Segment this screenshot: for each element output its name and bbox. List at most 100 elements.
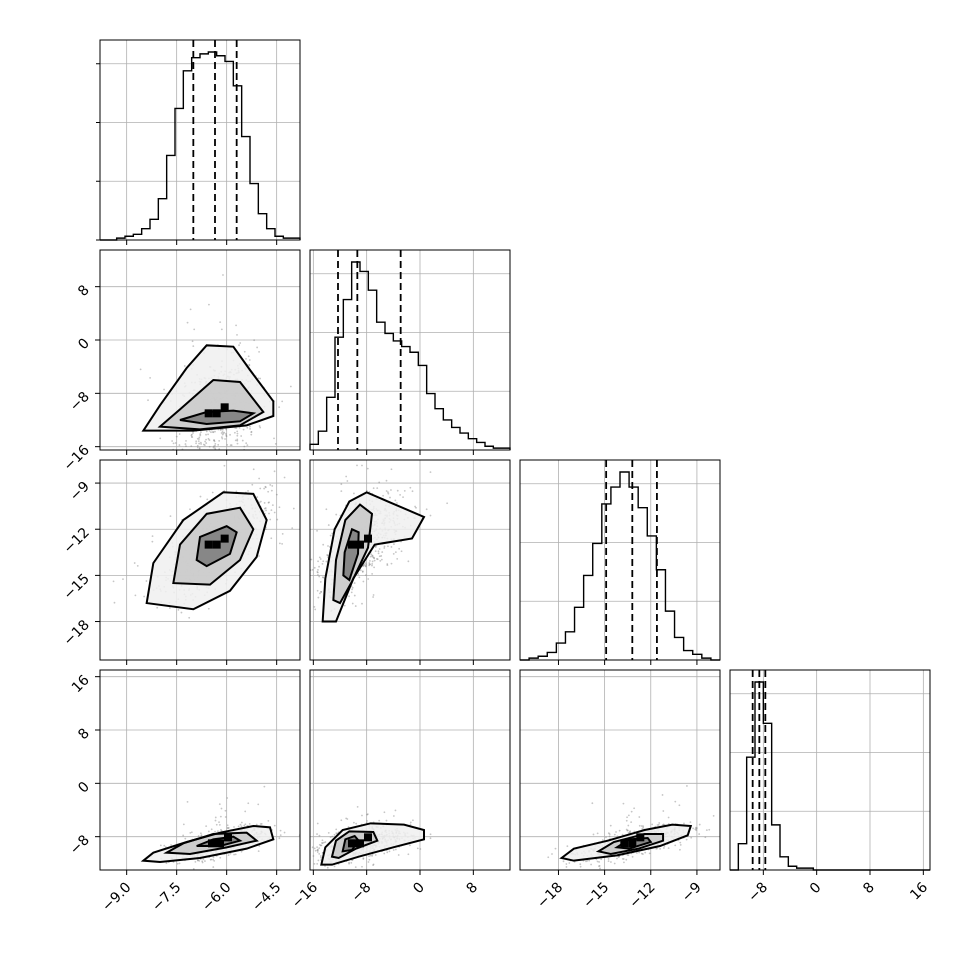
sample-point (205, 442, 208, 444)
sample-point (246, 426, 249, 429)
sample-point (627, 829, 629, 832)
sample-point (318, 834, 321, 837)
sample-point (629, 830, 632, 833)
density-peak-cell (220, 534, 229, 543)
sample-point (258, 350, 260, 353)
sample-point (230, 456, 232, 458)
sample-point (205, 433, 207, 436)
sample-point (354, 605, 357, 607)
sample-point (416, 847, 419, 850)
sample-point (278, 406, 281, 409)
sample-point (642, 826, 645, 829)
sample-point (268, 512, 270, 515)
sample-point (206, 498, 209, 501)
sample-point (385, 819, 388, 822)
sample-point (243, 824, 246, 827)
sample-point (229, 444, 232, 446)
sample-point (224, 433, 227, 435)
sample-point (326, 866, 329, 869)
sample-point (386, 851, 389, 854)
density-peak-cell (356, 540, 364, 549)
contour-middle (595, 833, 665, 856)
sample-point (655, 847, 658, 850)
sample-point (371, 564, 373, 567)
sample-point (229, 481, 231, 483)
sample-point (220, 436, 223, 439)
sample-point (318, 575, 321, 578)
sample-point (378, 481, 381, 484)
sample-point (186, 801, 189, 803)
sample-point (184, 443, 187, 445)
sample-point (613, 862, 616, 865)
histogram-panel-2 (519, 459, 721, 661)
sample-point (218, 824, 221, 826)
sample-point (392, 849, 395, 851)
contour-inner (196, 835, 243, 847)
sample-point (147, 399, 149, 402)
sample-point (621, 857, 624, 860)
sample-point (359, 569, 362, 572)
sample-point (214, 819, 217, 822)
density-peak-cell (636, 833, 645, 842)
sample-point (622, 858, 625, 860)
sample-point (705, 829, 708, 832)
sample-point (365, 563, 368, 566)
sample-point (256, 496, 259, 498)
sample-point (228, 466, 230, 468)
sample-point (210, 828, 213, 831)
sample-point (607, 860, 610, 863)
sample-point (348, 862, 350, 865)
sample-point (326, 554, 329, 556)
sample-point (259, 487, 262, 490)
sample-point (224, 455, 226, 457)
sample-point (340, 490, 343, 493)
sample-point (220, 828, 222, 831)
sample-point (273, 511, 276, 514)
sample-point (242, 452, 244, 454)
sample-point (217, 830, 219, 833)
sample-point (399, 494, 402, 496)
sample-point (313, 847, 316, 850)
sample-point (321, 842, 324, 845)
sample-point (290, 568, 292, 570)
sample-point (364, 565, 367, 568)
sample-point (296, 847, 298, 849)
sample-point (202, 858, 205, 861)
sample-point (376, 487, 379, 490)
y-tick-label: −12 (61, 525, 93, 557)
x-tick-label: 16 (907, 879, 931, 903)
sample-point (329, 836, 332, 839)
sample-point (202, 443, 205, 446)
sample-point (321, 563, 324, 565)
sample-point (301, 840, 303, 842)
sample-point (335, 513, 338, 516)
sample-point (283, 476, 286, 479)
sample-point (250, 431, 253, 433)
sample-point (149, 376, 152, 379)
sample-point (225, 435, 228, 438)
density-peak-cell (356, 839, 364, 848)
sample-point (390, 562, 393, 565)
sample-point (271, 504, 274, 507)
sample-point (698, 833, 701, 835)
sample-point (392, 815, 395, 817)
scatter-panel-3-1 (296, 669, 511, 871)
sample-point (208, 303, 210, 306)
sample-point (378, 819, 381, 822)
sample-point (319, 592, 321, 595)
sample-point (218, 439, 221, 442)
sample-point (199, 454, 201, 456)
sample-point (638, 851, 640, 854)
sample-point (598, 864, 601, 867)
sample-point (617, 856, 620, 858)
sample-point (565, 863, 568, 865)
sample-point (227, 827, 229, 830)
sample-point (301, 844, 303, 846)
panel-frame (729, 669, 931, 871)
sample-point (390, 468, 393, 471)
sample-point (369, 854, 372, 857)
sample-point (255, 437, 257, 439)
sample-point (245, 358, 247, 360)
sample-point (195, 479, 197, 481)
